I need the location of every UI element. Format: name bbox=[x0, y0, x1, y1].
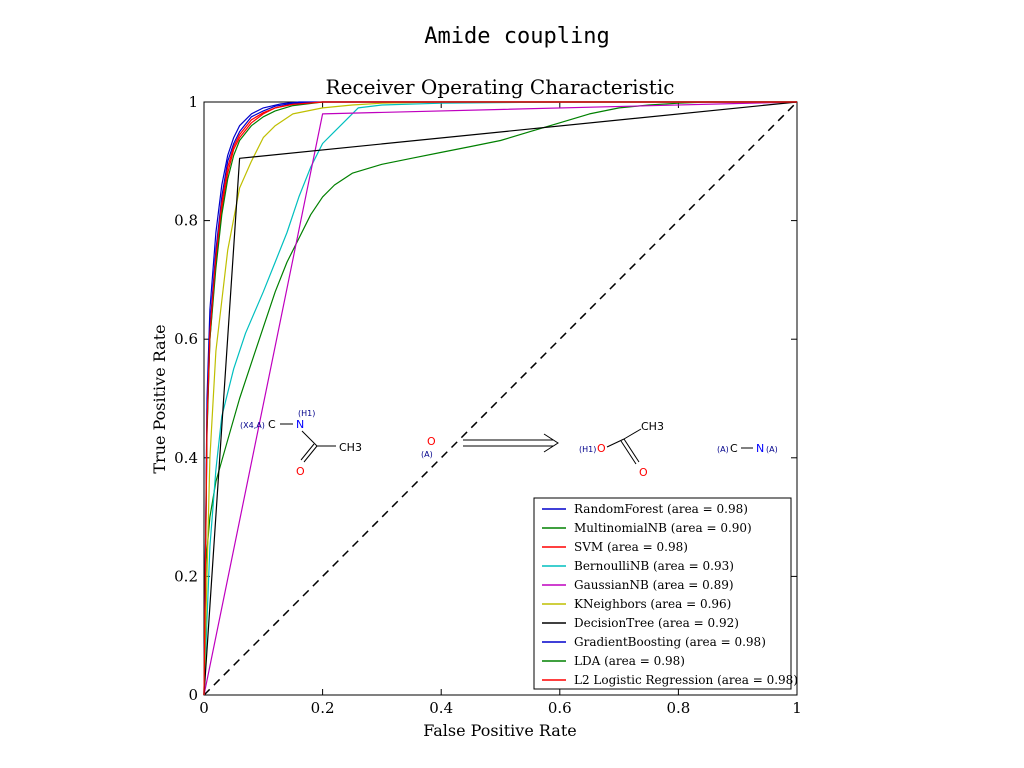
series-line-4 bbox=[203, 101, 798, 696]
legend-entry: BernoulliNB (area = 0.93) bbox=[574, 559, 734, 573]
x-tick-label: 0 bbox=[199, 699, 209, 717]
atom-o-leaving: O bbox=[427, 435, 436, 448]
legend-frame bbox=[533, 497, 792, 690]
group-ch3: CH3 bbox=[339, 441, 362, 454]
x-axis-label: False Positive Rate bbox=[423, 721, 577, 740]
bond-c-ch3-product bbox=[623, 428, 642, 440]
product-acid: (H1) O CH3 O bbox=[579, 420, 664, 479]
reactant-amide: (X4,A) C (H1) N O CH3 bbox=[240, 409, 362, 478]
atom-c: C bbox=[268, 418, 276, 431]
x-tick-label: 0.4 bbox=[429, 699, 453, 717]
y-tick-label: 0 bbox=[188, 686, 198, 704]
x-tick-label: 0.8 bbox=[666, 699, 690, 717]
legend-entry: DecisionTree (area = 0.92) bbox=[574, 616, 739, 630]
x-tick-label: 1 bbox=[792, 699, 802, 717]
x-tick-label: 0.2 bbox=[311, 699, 335, 717]
product-amine: (A) C N (A) bbox=[717, 442, 778, 455]
y-axis-label: True Positive Rate bbox=[150, 324, 169, 473]
legend: RandomForest (area = 0.98) MultinomialNB … bbox=[533, 497, 798, 690]
legend-entry: LDA (area = 0.98) bbox=[574, 654, 685, 668]
series-line-1 bbox=[203, 101, 797, 696]
y-tick-label: 1 bbox=[188, 93, 198, 111]
series-line-5 bbox=[203, 101, 797, 696]
reaction-arrow bbox=[463, 433, 559, 453]
bond-c-o-double-p-a bbox=[623, 438, 640, 463]
map-label-a1: (A) bbox=[717, 445, 729, 454]
legend-entry: L2 Logistic Regression (area = 0.98) bbox=[574, 673, 798, 687]
bond-n-c bbox=[301, 430, 318, 447]
series-line-6 bbox=[203, 101, 798, 696]
series-lines bbox=[203, 101, 798, 696]
reaction-scheme: (X4,A) C (H1) N O CH3 O (A) (H1) O bbox=[240, 409, 778, 479]
series-line-0 bbox=[203, 101, 797, 696]
leaving-group: O (A) bbox=[421, 435, 436, 459]
atom-c-amine: C bbox=[730, 442, 738, 455]
legend-entry: KNeighbors (area = 0.96) bbox=[574, 597, 731, 611]
map-label-a: (A) bbox=[421, 450, 433, 459]
map-label-a2: (A) bbox=[766, 445, 778, 454]
legend-entry: MultinomialNB (area = 0.90) bbox=[574, 521, 752, 535]
atom-n-amine: N bbox=[756, 442, 764, 455]
figure-suptitle: Amide coupling bbox=[424, 24, 609, 49]
legend-entry: GaussianNB (area = 0.89) bbox=[574, 578, 734, 592]
bond-o-c bbox=[606, 438, 625, 448]
atom-o: O bbox=[296, 465, 305, 478]
bond-c-o-double-p-b bbox=[620, 440, 637, 465]
atom-o-carbonyl: O bbox=[639, 466, 648, 479]
map-label-h1: (H1) bbox=[298, 409, 315, 418]
bond-c-o-double-a bbox=[303, 445, 318, 463]
series-line-3 bbox=[203, 101, 797, 696]
atom-o-ester: O bbox=[597, 442, 606, 455]
group-ch3-product: CH3 bbox=[641, 420, 664, 433]
y-tick-label: 0.4 bbox=[174, 449, 198, 467]
legend-entry: RandomForest (area = 0.98) bbox=[574, 502, 748, 516]
axis-ticks: 00 0.2 0.2 0.4 0.4 0.6 0.6 0.8 0.8 1 1 bbox=[174, 93, 802, 717]
y-tick-label: 0.2 bbox=[174, 567, 198, 585]
bond-c-o-double-b bbox=[300, 443, 315, 461]
y-tick-label: 0.8 bbox=[174, 212, 198, 230]
chart-title: Receiver Operating Characteristic bbox=[326, 75, 675, 99]
map-label-x4a: (X4,A) bbox=[240, 421, 265, 430]
map-label-h1-product: (H1) bbox=[579, 445, 596, 454]
series-line-9 bbox=[203, 101, 797, 696]
legend-entry: GradientBoosting (area = 0.98) bbox=[574, 635, 766, 649]
legend-entry: SVM (area = 0.98) bbox=[574, 540, 688, 554]
atom-n: N bbox=[296, 418, 304, 431]
x-tick-label: 0.6 bbox=[548, 699, 572, 717]
y-tick-label: 0.6 bbox=[174, 330, 198, 348]
